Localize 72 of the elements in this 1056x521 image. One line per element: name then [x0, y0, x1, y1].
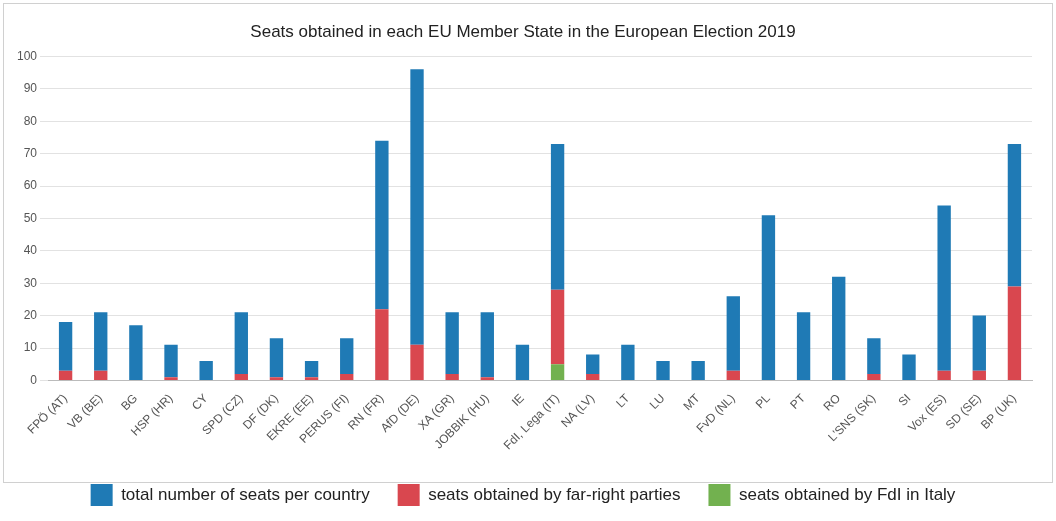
bar	[1007, 286, 1022, 380]
x-tick-label: PL	[752, 390, 774, 412]
bar	[796, 312, 811, 380]
bar	[269, 338, 284, 378]
bar	[410, 69, 424, 345]
bar	[58, 370, 73, 380]
bar	[972, 315, 986, 371]
bar	[937, 205, 951, 371]
bar	[94, 370, 108, 380]
bar	[340, 338, 354, 374]
x-tick-label: RO	[820, 391, 844, 414]
bar	[129, 325, 143, 380]
x-tick-label: LU	[646, 391, 668, 412]
y-tick-label: 100	[16, 48, 38, 63]
bar	[480, 377, 494, 380]
bar	[410, 344, 424, 380]
bar	[234, 373, 248, 380]
bar	[164, 377, 178, 380]
bar	[550, 289, 565, 365]
bar	[586, 373, 600, 380]
y-tick-label: 50	[23, 210, 38, 225]
y-tick-label: 0	[30, 372, 38, 387]
bar	[199, 360, 213, 380]
bar	[480, 312, 494, 378]
legend-label: seats obtained by far-right parties	[428, 484, 681, 504]
bar	[656, 360, 670, 380]
x-tick-label: IE	[508, 391, 527, 409]
x-tick-label: LT	[613, 390, 633, 411]
y-tick-label: 90	[23, 81, 38, 96]
bar	[304, 360, 319, 378]
y-tick-label: 80	[23, 113, 38, 128]
bar	[621, 344, 635, 380]
x-tick-label: CY	[188, 391, 211, 413]
bar	[937, 370, 951, 380]
bar	[726, 370, 740, 380]
legend-label: total number of seats per country	[121, 484, 371, 504]
y-tick-label: 10	[23, 340, 38, 355]
x-tick-label: MT	[680, 390, 704, 414]
bar	[902, 354, 916, 380]
bar	[445, 373, 459, 380]
x-tick-label: SI	[895, 391, 914, 409]
y-tick-label: 60	[23, 178, 38, 193]
bar	[586, 354, 600, 374]
bar	[94, 312, 108, 371]
chart-title: Seats obtained in each EU Member State in the European Election 2019	[250, 21, 796, 41]
bar	[550, 143, 565, 290]
bar	[304, 377, 319, 380]
bar	[515, 344, 530, 380]
bar	[375, 309, 389, 380]
bar	[445, 312, 459, 374]
bar	[550, 364, 565, 380]
bar	[375, 140, 389, 310]
x-tick-label: PT	[787, 390, 809, 412]
bar	[726, 296, 740, 371]
bar	[340, 373, 354, 380]
bar	[972, 370, 986, 380]
bar	[761, 215, 776, 380]
bar	[269, 377, 284, 380]
y-tick-label: 40	[23, 243, 38, 258]
bar	[234, 312, 248, 374]
y-tick-label: 70	[23, 145, 38, 160]
y-tick-label: 30	[23, 275, 38, 290]
bar	[1007, 143, 1022, 287]
bar	[58, 322, 73, 371]
x-tick-label: BG	[118, 391, 141, 414]
bar	[691, 360, 705, 380]
bar	[832, 276, 846, 380]
y-tick-label: 20	[23, 307, 38, 322]
legend-label: seats obtained by FdI in Italy	[738, 484, 956, 504]
bar	[867, 373, 881, 380]
bar	[867, 338, 881, 374]
bar	[164, 344, 178, 378]
